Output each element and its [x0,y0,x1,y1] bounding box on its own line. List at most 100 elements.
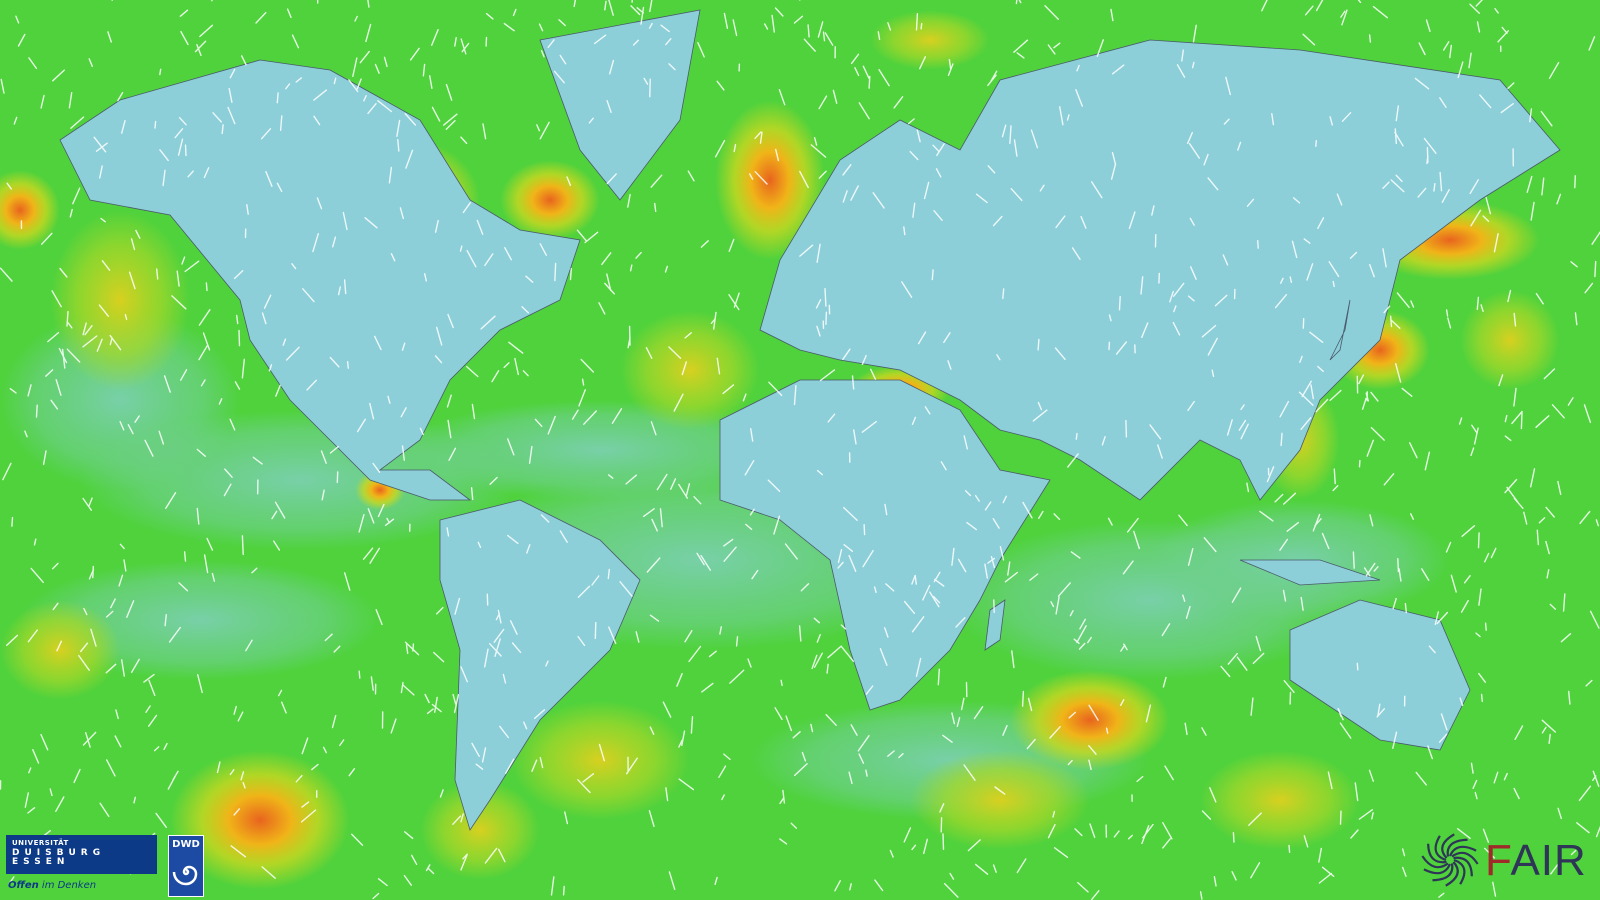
wind-streak [322,746,327,754]
wind-streak [460,136,468,145]
wind-streak [329,356,340,368]
wind-streak [827,645,842,659]
wind-streak [227,106,236,125]
wind-streak [747,658,752,668]
wind-streak [990,70,998,82]
wind-streak [285,83,291,90]
wind-streak [460,38,467,55]
wind-streak [475,763,484,770]
wind-streak [768,381,783,397]
wind-streak [1514,725,1524,740]
swirl-arm [1441,833,1455,859]
wind-streak [604,282,615,295]
wind-streak [1283,680,1295,693]
wind-streak [390,718,397,734]
wind-streak [1472,779,1478,789]
wind-streak [1427,745,1434,760]
wind-streak [1075,88,1084,107]
wind-streak [1161,623,1171,637]
wind-streak [1140,276,1144,295]
swirl-arm [1445,861,1459,887]
wind-streak [400,681,404,694]
wind-streak [554,262,557,282]
wind-streak [1349,251,1358,259]
wind-streak [608,626,617,645]
wind-streak [1022,501,1033,519]
wind-streak [15,15,20,24]
wind-streak [471,742,480,757]
wind-streak [1498,374,1504,387]
wind-streak [1126,517,1139,533]
wind-streak [1136,775,1144,783]
wind-streak [1520,411,1523,430]
wind-streak [611,408,623,424]
wind-streak [1013,39,1029,53]
wind-streak [749,508,755,516]
wind-streak [446,527,450,537]
wind-streak [1057,582,1071,597]
wind-streak [155,812,168,828]
wind-streak [754,170,768,185]
wind-streak [992,215,1003,227]
wind-streak [320,450,327,464]
wind-streak [1201,810,1212,820]
wind-streak [1433,182,1436,192]
wind-streak [922,584,931,601]
wind-streak [1053,42,1061,49]
wind-streak [767,479,781,492]
wind-streak [1280,432,1283,447]
wind-streak [83,607,88,616]
wind-streak [362,547,374,560]
wind-streak [1354,782,1359,802]
wind-streak [93,136,107,153]
wind-streak [324,633,333,642]
wind-streak [484,253,494,267]
wind-streak [1027,697,1033,712]
wind-streak [750,428,754,442]
wind-streak [126,600,135,618]
wind-streak [409,47,420,61]
wind-streak [1459,697,1464,707]
wind-streak [1485,196,1492,215]
wind-streak [1047,44,1056,55]
wind-streak [1548,61,1560,80]
wind-streak [608,474,614,479]
wind-streak [313,115,321,126]
wind-streak [454,597,461,615]
wind-streak [261,312,267,325]
wind-streak [1478,588,1482,606]
wind-streak [648,22,653,29]
wind-streak [1425,19,1431,32]
wind-streak [448,447,457,461]
wind-streak [643,77,649,85]
wind-streak [9,388,17,394]
wind-streak [1469,179,1480,195]
wind-streak [1226,419,1233,436]
wind-streak [273,540,281,551]
wind-streak [1341,9,1348,26]
wind-streak [1562,593,1566,612]
wind-streak [1172,321,1181,336]
wind-streak [1315,139,1318,148]
wind-streak [1494,7,1499,14]
wind-streak [656,473,668,491]
wind-streak [176,270,180,287]
wind-streak [963,764,976,781]
wind-streak [1187,400,1195,412]
wind-streak [509,620,518,635]
swirl-arm [1427,843,1447,864]
wind-streak [1074,828,1083,837]
wind-streak [1475,0,1484,7]
wind-streak [1321,532,1330,550]
wind-streak [984,501,992,511]
swirl-icon [1421,833,1479,887]
wind-streak [718,765,727,778]
wind-streak [1240,423,1249,440]
wind-streak [1410,300,1415,308]
wind-streak [344,572,351,591]
land-africa [719,379,1051,711]
wind-streak [884,503,888,516]
wind-streak [1540,110,1553,127]
wind-streak [1225,76,1232,96]
